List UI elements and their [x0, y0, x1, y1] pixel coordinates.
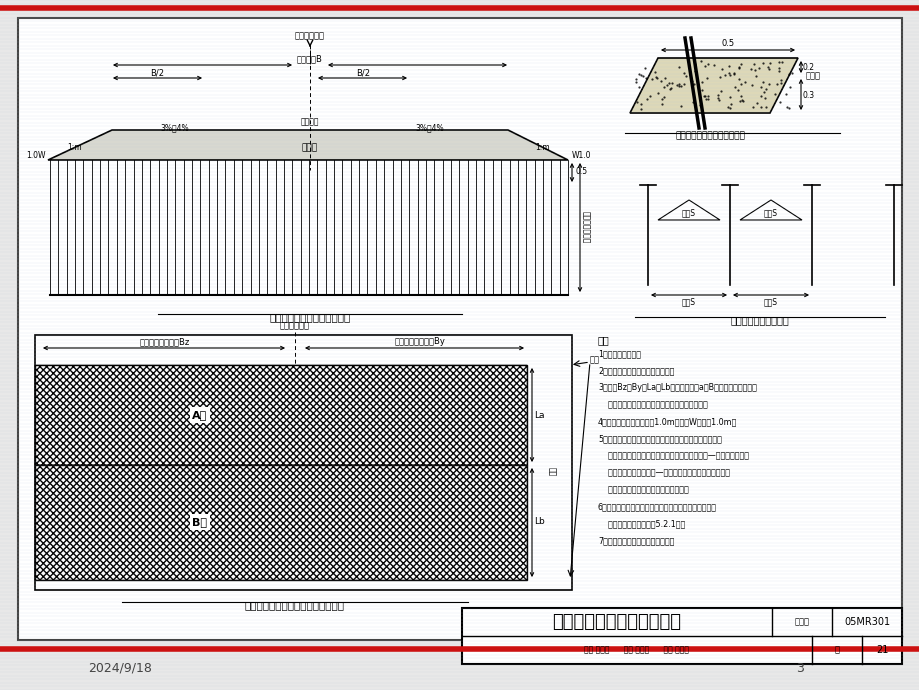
- Text: 桩长: 桩长: [547, 467, 556, 477]
- Text: 4、沙垫层尴出外侧排水板1.0m，图中W不小于1.0m。: 4、沙垫层尴出外侧排水板1.0m，图中W不小于1.0m。: [597, 417, 736, 426]
- Text: 1.0W: 1.0W: [27, 150, 46, 159]
- Text: 6、本图适用于桥头路基放射时软基处理；用于路基软基: 6、本图适用于桥头路基放射时软基处理；用于路基软基: [597, 502, 716, 511]
- Polygon shape: [657, 200, 720, 220]
- Text: 路基底度B: 路基底度B: [297, 54, 323, 63]
- Text: 21: 21: [875, 645, 887, 655]
- Text: 桥墩: 桥墩: [589, 355, 599, 364]
- Text: 塑料排水板处理软基设计图: 塑料排水板处理软基设计图: [552, 613, 681, 631]
- Text: W1.0: W1.0: [572, 150, 591, 159]
- Text: Lb: Lb: [533, 518, 544, 526]
- Text: 塑料排水板平面布置图: 塑料排水板平面布置图: [730, 315, 789, 325]
- Bar: [35, 335, 572, 590]
- Text: 路顶标高: 路顶标高: [301, 117, 319, 126]
- Text: 图集号: 图集号: [794, 618, 809, 627]
- Text: 间距详见《塑料排水板处理软基工程数量表》。: 间距详见《塑料排水板处理软基工程数量表》。: [597, 400, 707, 409]
- Text: 1:m: 1:m: [68, 143, 82, 152]
- Text: 0.5: 0.5: [575, 168, 587, 177]
- Text: 间距S: 间距S: [681, 208, 696, 217]
- Text: 塑料排水板处理软基平面分区示意图: 塑料排水板处理软基平面分区示意图: [244, 600, 345, 610]
- Text: 7、本图路基横断面形式仅为示意。: 7、本图路基横断面形式仅为示意。: [597, 536, 674, 545]
- Text: 处理时的分区见总说曵5.2.1条。: 处理时的分区见总说曵5.2.1条。: [597, 519, 685, 528]
- Text: 塑料排水板处理软基横断面图: 塑料排水板处理软基横断面图: [269, 312, 350, 322]
- Text: 左侧平均处理宽度Bz: 左侧平均处理宽度Bz: [140, 337, 190, 346]
- Text: 3: 3: [795, 662, 803, 675]
- Text: 1、本图单位：米。: 1、本图单位：米。: [597, 349, 641, 358]
- Text: 0.5: 0.5: [720, 39, 733, 48]
- Text: 砂垫层: 砂垫层: [301, 144, 318, 152]
- Bar: [35, 465, 527, 580]
- Text: 审核 赵建伟      校对 刘润有      设计 蒋宏伟: 审核 赵建伟 校对 刘润有 设计 蒋宏伟: [584, 646, 688, 655]
- Text: B区: B区: [192, 517, 208, 527]
- Text: 间距S: 间距S: [681, 297, 696, 306]
- Polygon shape: [630, 58, 797, 113]
- Text: 页: 页: [834, 646, 839, 655]
- Polygon shape: [739, 200, 801, 220]
- Text: 如采用真空预压或真空—堆载联合预压，则加图区分区、: 如采用真空预压或真空—堆载联合预压，则加图区分区、: [597, 468, 729, 477]
- Text: 3、图中Bz、By、La、Lb、板顶标高及a、B区塑料排水板长度、: 3、图中Bz、By、La、Lb、板顶标高及a、B区塑料排水板长度、: [597, 383, 756, 392]
- Text: B/2: B/2: [150, 68, 164, 77]
- Text: 0.2: 0.2: [802, 63, 814, 72]
- Text: 注：: 注：: [597, 335, 609, 345]
- Text: 砂垫层: 砂垫层: [805, 71, 820, 80]
- Text: 1:m: 1:m: [535, 143, 550, 152]
- Text: A区: A区: [192, 410, 208, 420]
- Polygon shape: [48, 130, 567, 160]
- Text: 3%～4%: 3%～4%: [415, 124, 444, 132]
- Bar: [461, 608, 901, 664]
- Text: 沙垫层内塑料排水板彊折大样: 沙垫层内塑料排水板彊折大样: [675, 131, 744, 140]
- Text: 5、采用塑料排水板进行软基处理处须进行预压，可以采用: 5、采用塑料排水板进行软基处理处须进行预压，可以采用: [597, 434, 721, 443]
- Text: 右侧平均处理宽度By: 右侧平均处理宽度By: [394, 337, 445, 346]
- Text: 0.3: 0.3: [802, 90, 814, 99]
- Bar: [35, 465, 527, 580]
- Bar: [35, 365, 527, 465]
- Text: 堆载（超载、欠载等载）预压、真空预压或真空—堆载联合预压。: 堆载（超载、欠载等载）预压、真空预压或真空—堆载联合预压。: [597, 451, 748, 460]
- Text: 05MR301: 05MR301: [843, 617, 889, 627]
- Text: B/2: B/2: [356, 68, 369, 77]
- Text: 2、塑料排水板采用正三角形布置。: 2、塑料排水板采用正三角形布置。: [597, 366, 674, 375]
- Text: La: La: [533, 411, 544, 420]
- Text: 间距S: 间距S: [763, 297, 777, 306]
- Bar: [35, 365, 527, 465]
- Text: 2024/9/18: 2024/9/18: [88, 662, 152, 675]
- Text: 3%～4%: 3%～4%: [161, 124, 189, 132]
- Text: 抜真空管布置及合封应进行专门设计。: 抜真空管布置及合封应进行专门设计。: [597, 485, 688, 494]
- Text: 间距S: 间距S: [763, 208, 777, 217]
- Text: 道路设计中线: 道路设计中线: [279, 321, 310, 330]
- Text: 塑料排水板长度: 塑料排水板长度: [581, 211, 590, 243]
- Text: 道路设计中线: 道路设计中线: [295, 31, 324, 40]
